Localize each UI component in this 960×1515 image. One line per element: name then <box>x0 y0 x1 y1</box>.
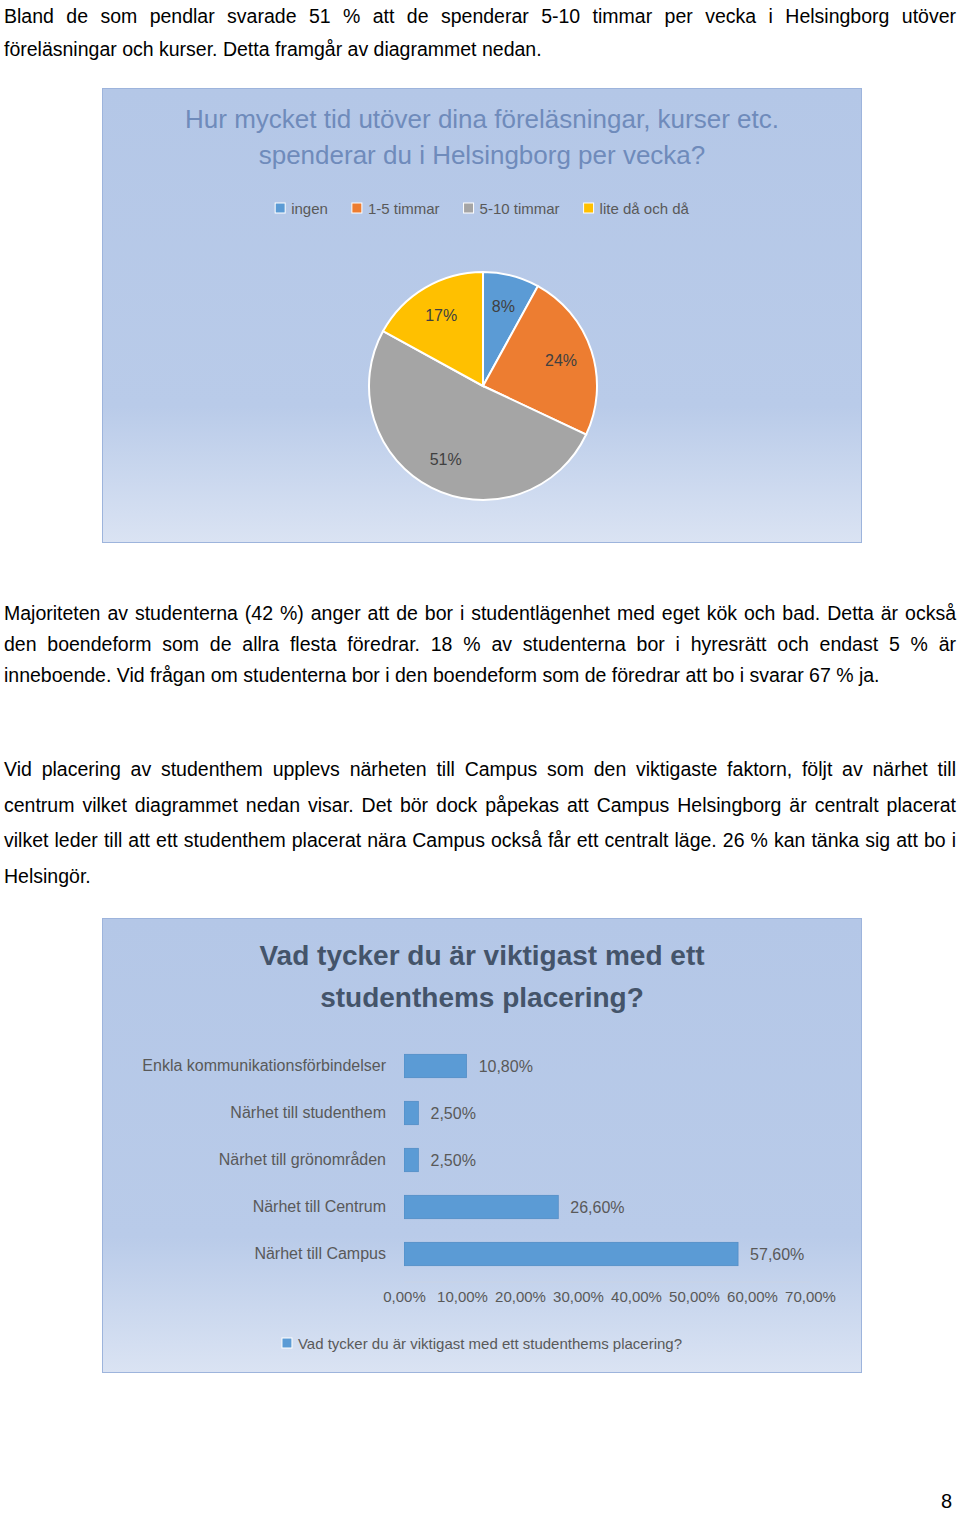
axis-line <box>404 1043 405 1278</box>
bars <box>404 1054 738 1266</box>
data-label: 51% <box>430 451 462 468</box>
legend-swatch <box>282 1338 292 1348</box>
tick-label: 20,00% <box>495 1288 546 1305</box>
pie: 8% 24% 51% 17% <box>369 272 597 500</box>
legend-swatch <box>275 203 285 213</box>
y-axis: Enkla kommunikationsförbindelser Närhet t… <box>142 1043 404 1278</box>
legend-item: 1-5 timmar <box>352 200 440 217</box>
legend-label: Vad tycker du är viktigast med ett stude… <box>298 1335 682 1352</box>
chart-title: Vad tycker du är viktigast med ett stude… <box>103 935 861 1019</box>
chart-box: 10,80% 2,50% 2,50% 26,60% 57,60% 0,00% 10,00% 2… <box>102 918 862 1373</box>
tick: 0,00% <box>383 1282 426 1306</box>
legend: Vad tycker du är viktigast med ett stude… <box>282 1335 682 1352</box>
tick-label: 50,00% <box>669 1288 720 1305</box>
bar <box>404 1148 419 1172</box>
legend-label: 5-10 timmar <box>480 200 560 217</box>
bar <box>404 1101 419 1125</box>
data-label: 8% <box>492 298 515 315</box>
legend: ingen 1-5 timmar 5-10 timmar lite då och då <box>275 200 689 217</box>
axis-line <box>405 1282 811 1283</box>
bar <box>404 1242 738 1266</box>
tick: 10,00% <box>437 1282 488 1306</box>
tick: 50,00% <box>669 1282 720 1306</box>
page-number: 8 <box>941 1490 952 1513</box>
data-label: 24% <box>545 352 577 369</box>
legend-item: Vad tycker du är viktigast med ett stude… <box>282 1335 682 1352</box>
legend-label: lite då och då <box>600 200 690 217</box>
data-label: 2,50% <box>431 1152 476 1169</box>
data-label: 2,50% <box>431 1105 476 1122</box>
tick-label: Närhet till studenthem <box>230 1104 386 1121</box>
tick: 20,00% <box>495 1282 546 1306</box>
tick: 70,00% <box>785 1282 836 1306</box>
legend-item: 5-10 timmar <box>464 200 560 217</box>
tick: Närhet till grönområden <box>219 1151 404 1168</box>
tick: 60,00% <box>727 1282 778 1306</box>
legend-item: lite då och då <box>584 200 690 217</box>
tick-label: 60,00% <box>727 1288 778 1305</box>
legend-swatch <box>584 203 594 213</box>
tick: Närhet till studenthem <box>230 1104 404 1121</box>
tick-label: Närhet till Campus <box>254 1245 386 1262</box>
tick: Närhet till Centrum <box>253 1198 404 1215</box>
legend-swatch <box>464 203 474 213</box>
paragraph: Vid placering av studenthem upplevs närh… <box>4 752 956 894</box>
tick-label: Närhet till grönområden <box>219 1151 386 1168</box>
x-axis: 0,00% 10,00% 20,00% 30,00% 40,00% 50,00% 60,00… <box>383 1282 836 1306</box>
data-label: 10,80% <box>479 1058 533 1075</box>
tick-label: 40,00% <box>611 1288 662 1305</box>
tick-label: 10,00% <box>437 1288 488 1305</box>
data-label: 17% <box>425 307 457 324</box>
tick: 40,00% <box>611 1282 662 1306</box>
pie-slice <box>383 272 483 386</box>
legend-item: ingen <box>275 200 328 217</box>
tick-label: 30,00% <box>553 1288 604 1305</box>
chart-box: 8% 24% 51% 17% ingen 1-5 timmar 5-10 timmar lit… <box>102 88 862 543</box>
data-label: 57,60% <box>750 1246 804 1263</box>
tick-label: 70,00% <box>785 1288 836 1305</box>
tick: Enkla kommunikationsförbindelser <box>142 1057 404 1074</box>
tick: Närhet till Campus <box>254 1245 404 1262</box>
legend-label: ingen <box>291 200 328 217</box>
tick: 30,00% <box>553 1282 604 1306</box>
data-labels: 10,80% 2,50% 2,50% 26,60% 57,60% <box>431 1058 805 1263</box>
legend-swatch <box>352 203 362 213</box>
paragraph: Bland de som pendlar svarade 51 % att de… <box>4 0 956 66</box>
bar <box>404 1054 467 1078</box>
tick-label: 0,00% <box>383 1288 426 1305</box>
bar <box>404 1195 558 1219</box>
legend-label: 1-5 timmar <box>368 200 440 217</box>
chart-title: Hur mycket tid utöver dina föreläsningar… <box>103 101 861 173</box>
paragraph: Majoriteten av studenterna (42 %) anger … <box>4 598 956 691</box>
data-label: 26,60% <box>570 1199 624 1216</box>
tick-label: Närhet till Centrum <box>253 1198 386 1215</box>
tick-label: Enkla kommunikationsförbindelser <box>142 1057 386 1074</box>
